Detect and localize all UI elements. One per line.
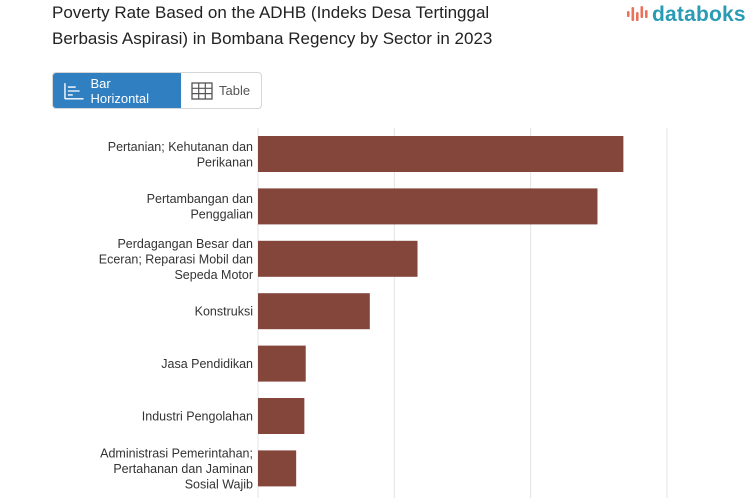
category-label: Jasa Pendidikan bbox=[161, 357, 253, 371]
bar[interactable] bbox=[258, 398, 305, 434]
bar[interactable] bbox=[258, 345, 306, 382]
databoks-logo-icon bbox=[627, 6, 648, 21]
chart-title-line-2: Berbasis Aspirasi) in Bombana Regency by… bbox=[52, 29, 493, 48]
chart-title-line-1: Poverty Rate Based on the ADHB (Indeks D… bbox=[52, 3, 490, 22]
tab-bar-horizontal[interactable]: Bar Horizontal bbox=[53, 73, 181, 108]
category-label: Pertambangan dan bbox=[147, 192, 253, 206]
bar[interactable] bbox=[258, 240, 418, 277]
view-tabs: Bar Horizontal Table bbox=[52, 72, 262, 109]
bar[interactable] bbox=[258, 188, 598, 225]
category-label: Perikanan bbox=[197, 155, 253, 169]
category-label: Industri Pengolahan bbox=[142, 410, 253, 424]
category-label: Eceran; Reparasi Mobil dan bbox=[99, 252, 253, 266]
category-label: Sosial Wajib bbox=[185, 477, 253, 491]
bar[interactable] bbox=[258, 450, 297, 487]
category-label: Administrasi Pemerintahan; bbox=[100, 446, 253, 460]
chart-title: Poverty Rate Based on the ADHB (Indeks D… bbox=[52, 0, 572, 52]
bar[interactable] bbox=[258, 293, 370, 330]
tab-table[interactable]: Table bbox=[181, 73, 261, 108]
category-label: Konstruksi bbox=[195, 305, 253, 319]
databoks-logo[interactable]: databoks bbox=[626, 2, 746, 28]
category-label: Perdagangan Besar dan bbox=[117, 237, 253, 251]
tab-bar-horizontal-label: Bar Horizontal bbox=[90, 75, 150, 106]
category-label: Penggalian bbox=[190, 208, 253, 222]
tab-table-label: Table bbox=[219, 83, 251, 98]
databoks-logo-text: databoks bbox=[652, 3, 746, 26]
bar-chart-icon bbox=[64, 82, 84, 100]
bar[interactable] bbox=[258, 136, 624, 172]
category-label: Pertanian; Kehutanan dan bbox=[108, 140, 253, 154]
category-label: Pertahanan dan Jaminan bbox=[113, 462, 253, 476]
table-icon bbox=[191, 81, 213, 100]
category-label: Sepeda Motor bbox=[174, 268, 253, 282]
